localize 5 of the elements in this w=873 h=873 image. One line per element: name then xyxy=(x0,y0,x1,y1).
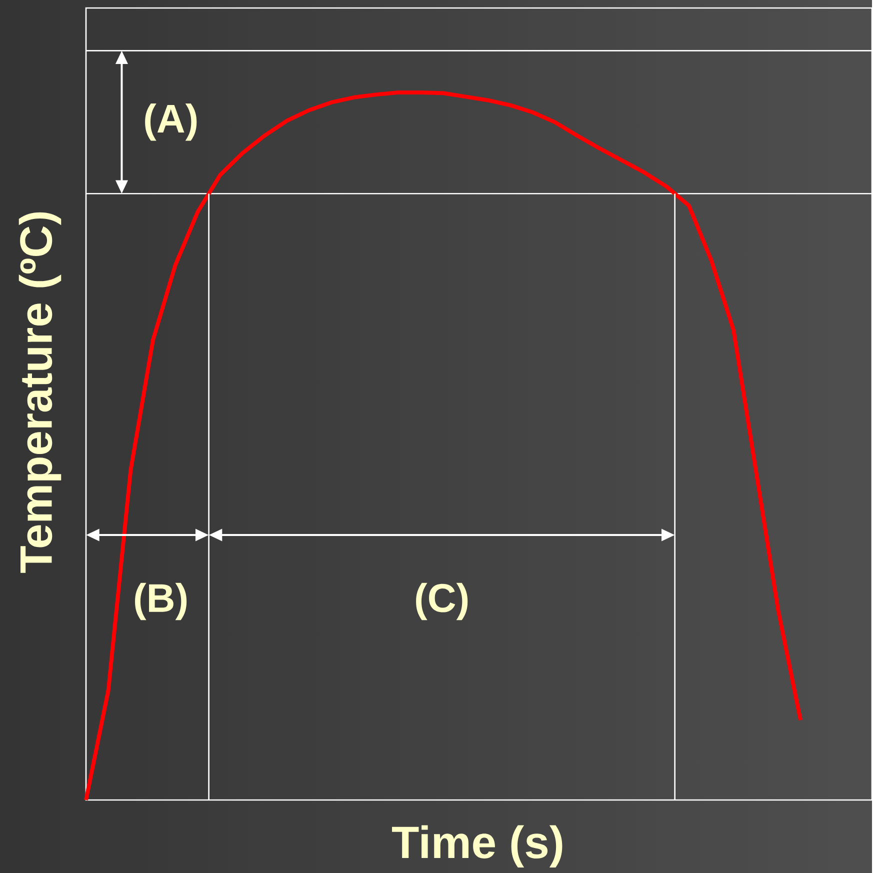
annotation: (C) xyxy=(416,582,468,620)
annotation: (B) xyxy=(135,582,187,620)
y-axis-title: Temperature (ºC) xyxy=(19,212,62,573)
annotation: (A) xyxy=(145,104,197,141)
x-axis-title: Time (s) xyxy=(392,825,562,868)
